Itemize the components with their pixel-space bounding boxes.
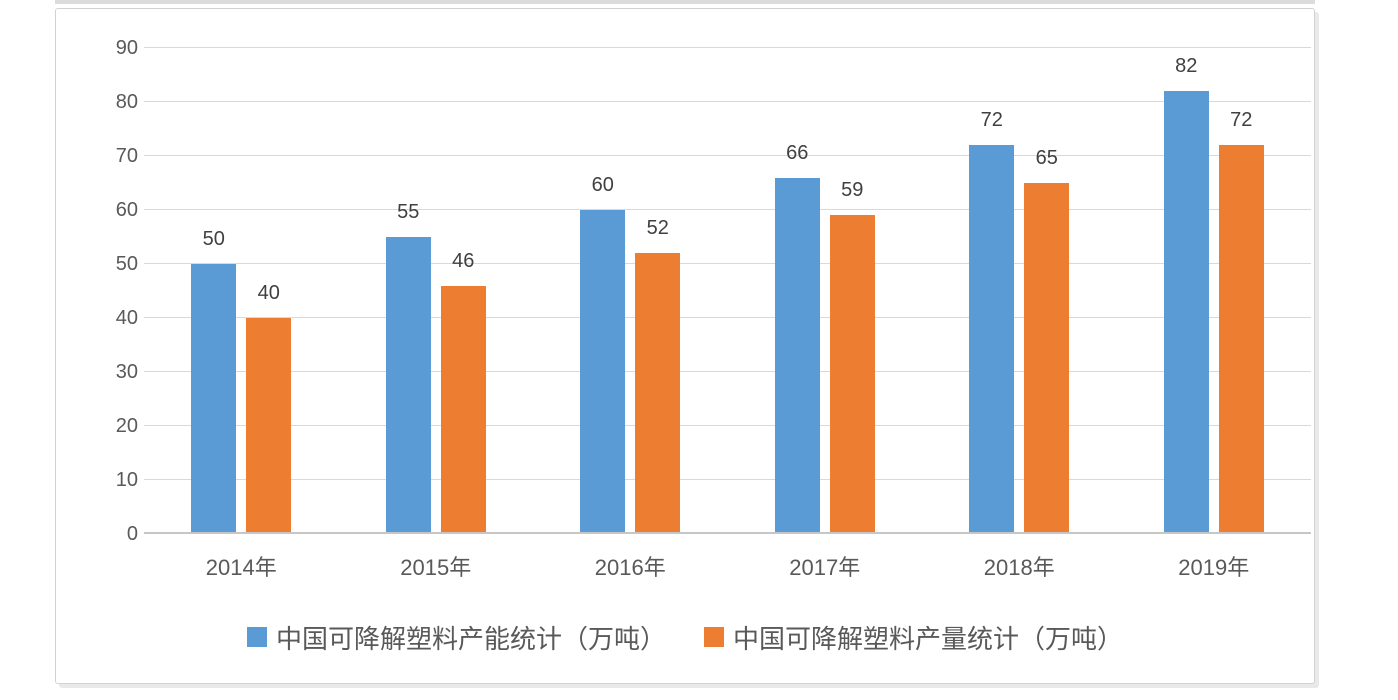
data-label: 72 bbox=[1230, 109, 1253, 132]
x-axis-labels: 2014年 2015年 2016年 2017年 2018年 2019年 bbox=[144, 536, 1311, 582]
bar-series1[interactable]: 60 bbox=[580, 174, 626, 534]
bar-wrap: 72 bbox=[1218, 48, 1264, 534]
x-tick-label: 2018年 bbox=[983, 555, 1055, 580]
y-tick-label: 0 bbox=[126, 523, 138, 545]
data-label: 52 bbox=[646, 217, 669, 240]
y-tick-label: 20 bbox=[115, 415, 138, 437]
legend-item[interactable]: 中国可降解塑料产量统计（万吨） bbox=[704, 619, 1123, 656]
bar-series2[interactable]: 65 bbox=[1024, 147, 1070, 534]
bar-series2[interactable]: 59 bbox=[829, 179, 875, 534]
bar-wrap: 52 bbox=[635, 48, 681, 534]
y-tick-label: 50 bbox=[115, 253, 138, 275]
data-label: 60 bbox=[591, 174, 614, 197]
bar-series1[interactable]: 55 bbox=[385, 201, 431, 534]
bar-wrap: 60 bbox=[580, 48, 626, 534]
gridline bbox=[144, 209, 1311, 211]
y-tick-label: 40 bbox=[115, 307, 138, 329]
y-tick-label: 10 bbox=[115, 469, 138, 491]
bar-series2[interactable]: 40 bbox=[246, 282, 292, 534]
x-tick-label: 2015年 bbox=[400, 555, 472, 580]
data-label: 46 bbox=[452, 249, 475, 272]
data-label: 59 bbox=[841, 179, 864, 202]
bar-wrap: 55 bbox=[385, 48, 431, 534]
bar-wrap: 72 bbox=[969, 48, 1015, 534]
bar-wrap: 59 bbox=[829, 48, 875, 534]
bar-series1[interactable]: 66 bbox=[774, 142, 820, 534]
y-tick-label: 90 bbox=[115, 37, 138, 59]
bar-series1[interactable]: 72 bbox=[969, 109, 1015, 534]
bar-group: 66 59 bbox=[728, 48, 923, 534]
bar-wrap: 82 bbox=[1163, 48, 1209, 534]
bar-group: 72 65 bbox=[922, 48, 1117, 534]
legend-item[interactable]: 中国可降解塑料产能统计（万吨） bbox=[246, 619, 666, 656]
chart-frame[interactable]: 0 10 20 30 40 50 60 70 80 90 50 40 55 46 60 52 66 59 72 65… bbox=[55, 8, 1315, 684]
bar-group: 50 40 bbox=[144, 48, 339, 534]
plot-area: 50 40 55 46 60 52 66 59 72 65 82 72 bbox=[144, 47, 1311, 534]
legend-swatch-icon bbox=[246, 627, 267, 647]
bar-groups: 50 40 55 46 60 52 66 59 72 65 82 72 bbox=[144, 48, 1311, 534]
data-label: 40 bbox=[257, 282, 280, 304]
y-tick-label: 60 bbox=[115, 199, 138, 222]
legend-label: 中国可降解塑料产能统计（万吨） bbox=[275, 623, 666, 654]
gridline bbox=[144, 371, 1311, 373]
bar-series1[interactable]: 50 bbox=[191, 228, 237, 534]
bar-series1[interactable]: 82 bbox=[1163, 55, 1209, 534]
y-tick-label: 30 bbox=[115, 361, 138, 384]
bar-series2[interactable]: 52 bbox=[635, 217, 681, 534]
legend: 中国可降解塑料产能统计（万吨） 中国可降解塑料产量统计（万吨） bbox=[56, 615, 1314, 659]
x-tick-label: 2014年 bbox=[205, 555, 277, 580]
gridline bbox=[144, 317, 1311, 318]
data-label: 66 bbox=[786, 141, 809, 164]
gridline bbox=[144, 479, 1311, 480]
gridline bbox=[144, 101, 1311, 102]
legend-swatch-icon bbox=[704, 627, 724, 647]
bar-wrap: 50 bbox=[191, 48, 237, 534]
gridlines bbox=[144, 47, 1311, 534]
bar-group: 55 46 bbox=[339, 48, 534, 534]
data-label: 82 bbox=[1175, 55, 1198, 78]
bar-wrap: 40 bbox=[246, 48, 292, 534]
bar-wrap: 46 bbox=[440, 48, 486, 534]
x-tick-label: 2017年 bbox=[789, 555, 861, 580]
legend-label: 中国可降解塑料产量统计（万吨） bbox=[733, 623, 1124, 654]
bar-wrap: 65 bbox=[1024, 48, 1070, 534]
bar-series2[interactable]: 46 bbox=[440, 250, 486, 534]
x-tick-label: 2019年 bbox=[1178, 555, 1250, 580]
y-tick-label: 70 bbox=[115, 145, 138, 167]
gridline bbox=[144, 263, 1311, 264]
data-label: 72 bbox=[980, 109, 1003, 132]
data-label: 50 bbox=[202, 228, 225, 250]
gridline bbox=[144, 47, 1311, 48]
x-axis-line bbox=[144, 532, 1311, 534]
bar-wrap: 66 bbox=[774, 48, 820, 534]
bar-group: 82 72 bbox=[1117, 48, 1312, 534]
y-axis-labels: 0 10 20 30 40 50 60 70 80 90 bbox=[76, 38, 138, 544]
data-label: 65 bbox=[1035, 147, 1058, 169]
window-edge-strip bbox=[55, 0, 1315, 4]
bar-group: 60 52 bbox=[533, 48, 728, 534]
x-tick-label: 2016年 bbox=[594, 555, 666, 580]
y-tick-label: 80 bbox=[115, 91, 138, 113]
gridline bbox=[144, 425, 1311, 426]
bar-series2[interactable]: 72 bbox=[1218, 109, 1264, 534]
data-label: 55 bbox=[397, 201, 420, 223]
gridline bbox=[144, 155, 1311, 156]
